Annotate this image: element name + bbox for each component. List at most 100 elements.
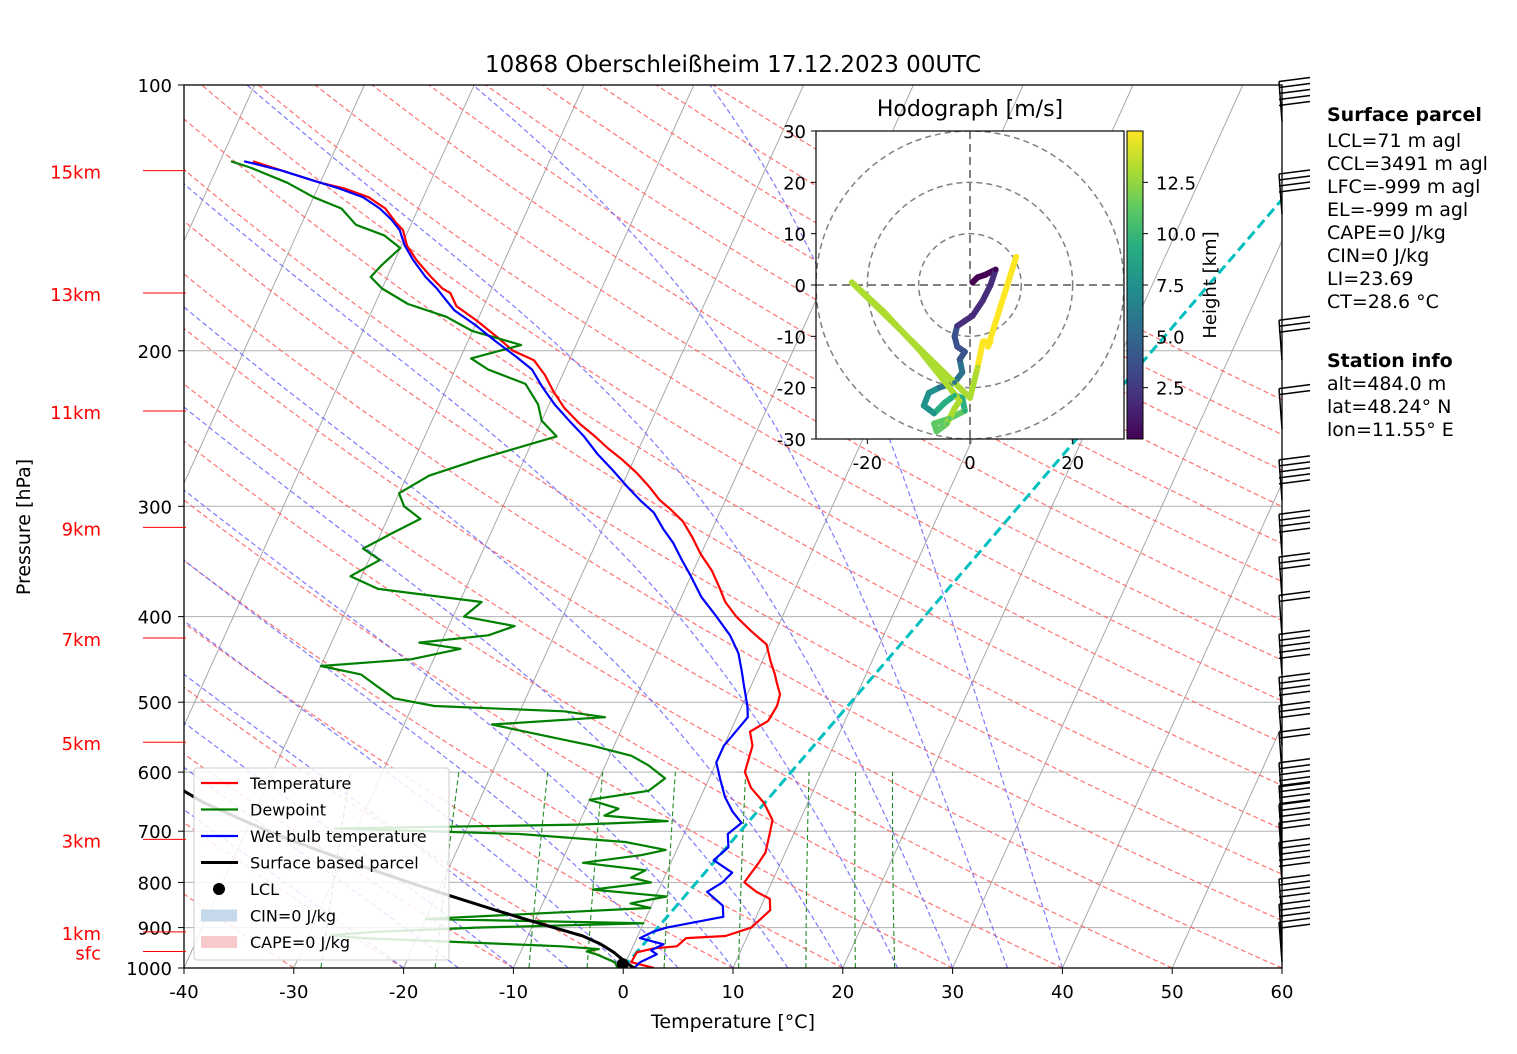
wind-barb-flag: [1278, 552, 1311, 558]
wind-barb: [1278, 837, 1311, 883]
wind-barb: [1278, 629, 1311, 675]
wind-barb-flag: [1278, 758, 1311, 764]
mixing-ratio-line: [586, 772, 604, 968]
hodograph-point: [982, 272, 988, 278]
hodograph-point: [880, 308, 886, 314]
wind-barb-flag: [1278, 76, 1311, 83]
dry-adiabat: [184, 273, 1282, 922]
wind-barbs: [1278, 76, 1311, 963]
hodograph-point: [980, 338, 986, 344]
wind-barb-flag: [1278, 811, 1311, 818]
dry-adiabat: [184, 499, 953, 968]
legend-label: LCL: [250, 880, 279, 899]
hodograph-y-tick-label: 0: [795, 276, 806, 297]
wind-barb-flag: [1278, 799, 1311, 806]
wind-barb-flag: [1278, 764, 1311, 770]
wind-barb-flag: [1278, 892, 1311, 898]
wind-barb-flag: [1278, 837, 1311, 844]
x-tick-label: 20: [831, 982, 854, 1003]
wind-barb-flag: [1278, 327, 1311, 334]
hodograph-point: [957, 356, 963, 362]
hodograph-point: [962, 349, 968, 355]
wind-barb: [1278, 455, 1311, 500]
wind-barb-flag: [1278, 780, 1311, 787]
wind-barb-flag: [1278, 706, 1311, 713]
wind-barb: [1278, 590, 1311, 636]
height-marker-label: 1km: [62, 924, 101, 945]
wind-barb-flag: [1278, 874, 1311, 880]
moist-adiabat: [472, 85, 1009, 968]
hodograph-point: [962, 408, 968, 414]
wind-barb-flag: [1278, 672, 1311, 678]
moist-adiabat: [184, 673, 569, 968]
wind-barb: [1278, 169, 1311, 215]
isotherm-line: [403, 85, 805, 968]
hodograph-point: [980, 297, 986, 303]
wind-barb-flag: [1278, 181, 1311, 187]
x-tick-label: 30: [941, 982, 964, 1003]
wind-barb-flag: [1278, 782, 1311, 788]
wind-barb-flag: [1278, 805, 1311, 812]
hodograph-point: [936, 385, 942, 391]
wind-barb-flag: [1278, 100, 1311, 107]
wind-barb-flag: [1278, 175, 1311, 181]
station-info-line: lon=11.55° E: [1327, 419, 1454, 441]
colorbar-tick-label: 10.0: [1156, 225, 1196, 246]
wind-barb: [1278, 700, 1311, 746]
mixing-ratio-line: [805, 772, 810, 968]
hodograph-point: [952, 405, 958, 411]
wind-barb-flag: [1278, 776, 1311, 782]
colorbar: [1126, 130, 1144, 440]
x-tick-label: 40: [1051, 982, 1074, 1003]
height-marker-label: 13km: [50, 285, 101, 306]
hodograph-x-tick-label: 0: [964, 453, 975, 474]
mixing-ratio-line: [738, 772, 747, 968]
hodograph-point: [916, 346, 922, 352]
wind-barb-flag: [1278, 515, 1311, 522]
hodograph-point: [941, 400, 947, 406]
hodograph-point: [926, 390, 932, 396]
hodograph-y-tick-label: 10: [783, 225, 806, 246]
wind-barb-flag: [1278, 455, 1311, 461]
moist-adiabat: [184, 183, 899, 968]
x-tick-label: 50: [1161, 982, 1184, 1003]
surface-parcel-line: CCL=3491 m agl: [1327, 153, 1488, 175]
hodograph-segment: [848, 279, 973, 401]
wind-barb-flag: [1278, 899, 1311, 906]
hodograph-point: [921, 403, 927, 409]
wind-barb: [1278, 874, 1311, 920]
y-tick-label: 1000: [126, 959, 172, 980]
moist-adiabat: [709, 85, 1063, 968]
wind-barb-flag: [1278, 321, 1311, 328]
dry-adiabat: [184, 383, 1173, 968]
hodograph-point: [931, 421, 937, 427]
hodograph-ring: [917, 232, 1023, 338]
hodograph-y-tick-label: 30: [783, 122, 806, 143]
y-tick-label: 300: [138, 497, 172, 518]
surface-parcel-line: EL=-999 m agl: [1327, 199, 1468, 221]
isotherm-line: [842, 85, 1244, 968]
wind-barb: [1278, 899, 1311, 945]
hodograph-point: [962, 318, 968, 324]
y-tick-label: 800: [138, 873, 172, 894]
dry-adiabat: [201, 85, 1282, 744]
series-line-dewpoint: [230, 160, 669, 968]
y-tick-label: 500: [138, 693, 172, 714]
isotherm-line: [184, 85, 475, 727]
height-marker-label: sfc: [75, 944, 101, 965]
hodograph: -20 0 20 30 20 10 0 -10 -20 -30 2.5 5.0 7.5 10.0 12.5 H…: [777, 122, 1221, 474]
hodograph-point: [970, 279, 976, 285]
x-tick-label: -20: [389, 982, 418, 1003]
y-tick-label: 200: [138, 342, 172, 363]
isotherm-line: [184, 85, 365, 485]
mixing-ratio-line: [663, 772, 676, 968]
hodograph-point: [957, 398, 963, 403]
legend-swatch-patch: [201, 909, 237, 922]
hodograph-x-tick-label: 20: [1061, 453, 1084, 474]
colorbar-tick-label: 2.5: [1156, 379, 1185, 400]
hodograph-point: [970, 313, 976, 319]
hodograph-point: [975, 364, 981, 370]
wind-barb-flag: [1278, 917, 1311, 923]
wind-barb: [1278, 818, 1311, 863]
